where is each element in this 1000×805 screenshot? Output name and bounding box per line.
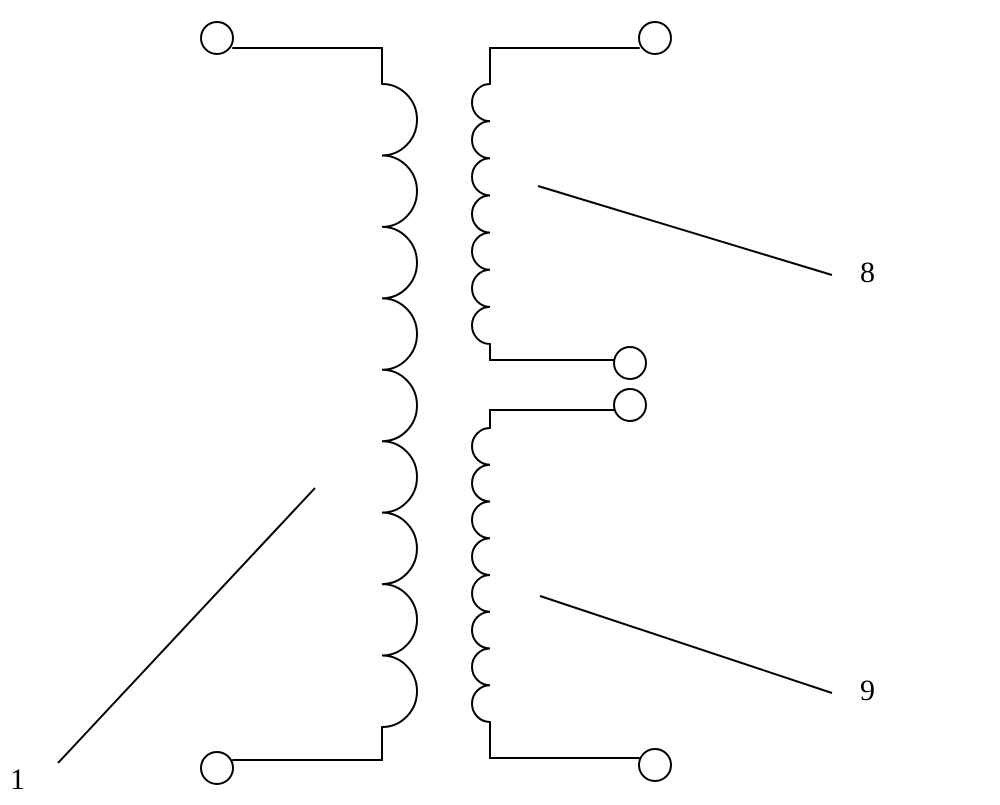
callout-label-8: 8 (860, 256, 875, 290)
callout-label-9: 9 (860, 674, 875, 708)
callout-label-1: 1 (10, 763, 25, 797)
transformer-diagram (0, 0, 1000, 805)
